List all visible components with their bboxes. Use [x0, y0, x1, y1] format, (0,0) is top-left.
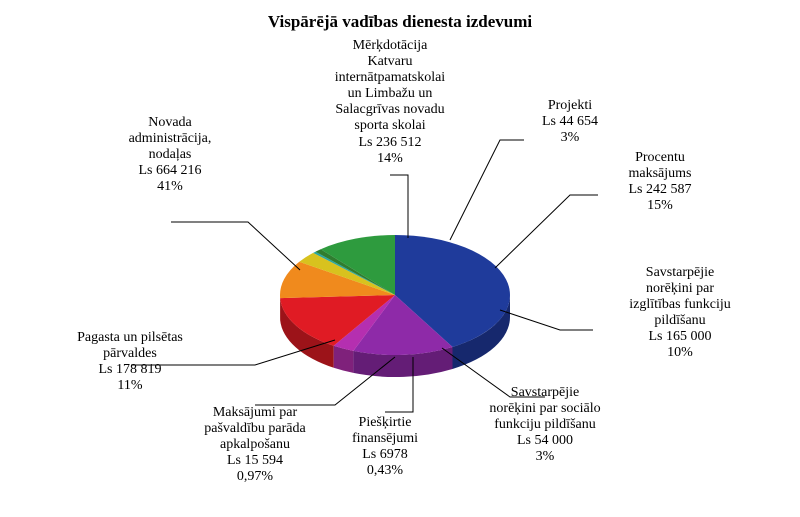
leader-novada	[171, 222, 300, 270]
label-izglitibas: Savstarpējie norēķini par izglītības fun…	[595, 265, 765, 362]
label-pagasta: Pagasta un pilsētas pārvaldes Ls 178 819…	[40, 330, 220, 394]
label-socialo: Savstarpējie norēķini par sociālo funkci…	[450, 385, 640, 465]
leader-izglitibas	[500, 310, 593, 330]
label-merkdot: Mērķdotācija Katvaru internātpamatskolai…	[290, 38, 490, 167]
label-procentu: Procentu maksājums Ls 242 587 15%	[600, 150, 720, 214]
label-novada: Novada administrācija, nodaļas Ls 664 21…	[90, 115, 250, 195]
leader-procentu	[495, 195, 598, 268]
label-projekti: Projekti Ls 44 654 3%	[525, 98, 615, 146]
leader-pieskirtie	[385, 357, 413, 412]
leader-maksajumi	[255, 357, 395, 405]
label-maksajumi: Maksājumi par pašvaldību parāda apkalpoš…	[170, 405, 340, 485]
leader-merkdot	[390, 175, 408, 238]
